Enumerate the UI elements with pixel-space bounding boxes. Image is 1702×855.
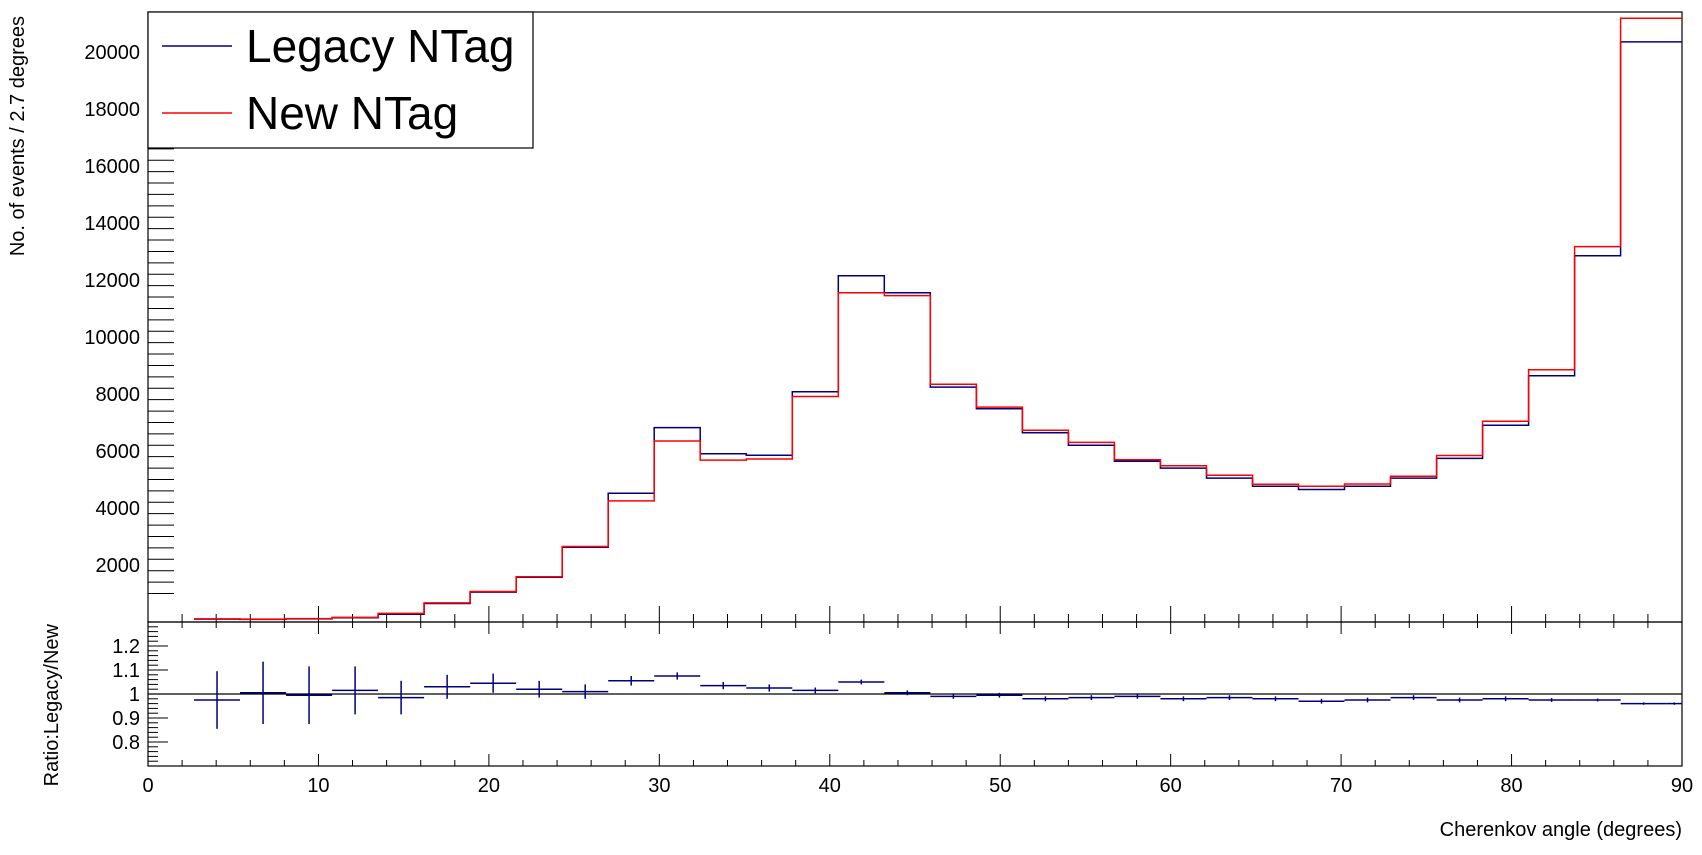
ratio-point bbox=[1574, 698, 1621, 702]
x-tick-label: 30 bbox=[648, 775, 670, 797]
ratio-point bbox=[1068, 695, 1115, 700]
top-y-tick-label: 12000 bbox=[84, 270, 140, 292]
ratio-point bbox=[1114, 694, 1161, 699]
ratio-point bbox=[1298, 698, 1345, 704]
top-y-tick-label: 14000 bbox=[84, 213, 140, 235]
ratio-point bbox=[1436, 697, 1483, 703]
top-y-tick-label: 18000 bbox=[84, 99, 140, 121]
ratio-point bbox=[1252, 696, 1299, 702]
ratio-point bbox=[378, 680, 425, 715]
bottom-y-axis-title: Ratio:Legacy/New bbox=[41, 623, 63, 786]
ratio-point bbox=[286, 666, 333, 724]
ratio-point bbox=[1344, 697, 1391, 703]
ratio-points bbox=[194, 661, 1682, 729]
top-x-ticks bbox=[147, 606, 1683, 622]
top-y-tick-label: 20000 bbox=[84, 42, 140, 64]
ratio-point bbox=[562, 684, 609, 699]
legend: Legacy NTag New NTag bbox=[147, 11, 534, 149]
legend-label-new-ntag: New NTag bbox=[246, 87, 458, 139]
bottom-panel: 0.80.911.11.2 0 10 20 30 40 50 60 70 80 90 Ratio:… bbox=[41, 621, 1693, 841]
top-y-tick-label: 10000 bbox=[84, 327, 140, 349]
ratio-point bbox=[516, 680, 563, 698]
top-y-axis-title: No. of events / 2.7 degrees bbox=[7, 16, 29, 256]
bottom-y-tick-label: 1.1 bbox=[112, 660, 140, 682]
ratio-point bbox=[240, 661, 287, 724]
x-tick-label: 60 bbox=[1160, 775, 1182, 797]
top-series bbox=[194, 17, 1682, 621]
ratio-point bbox=[1528, 698, 1575, 702]
ratio-point bbox=[654, 672, 701, 680]
legend-box bbox=[147, 11, 534, 149]
top-y-tick-label: 8000 bbox=[96, 384, 141, 406]
ratio-point bbox=[1022, 696, 1069, 702]
ratio-point bbox=[976, 692, 1023, 698]
ratio-point bbox=[424, 674, 471, 699]
x-tick-label: 10 bbox=[307, 775, 329, 797]
ratio-point bbox=[838, 679, 885, 685]
bottom-x-ticks: 0 10 20 30 40 50 60 70 80 90 bbox=[142, 622, 1693, 797]
bottom-y-tick-label: 0.9 bbox=[112, 708, 140, 730]
ratio-point bbox=[792, 687, 839, 694]
ratio-point bbox=[700, 682, 747, 690]
bottom-y-tick-label: 0.8 bbox=[112, 732, 140, 754]
top-y-tick-label: 4000 bbox=[96, 498, 141, 520]
ratio-point bbox=[746, 684, 793, 692]
ratio-point bbox=[1206, 695, 1253, 700]
ratio-point bbox=[470, 673, 517, 693]
ratio-point bbox=[194, 671, 241, 729]
ratio-point bbox=[608, 676, 655, 686]
bottom-y-tick-label: 1 bbox=[129, 684, 140, 706]
ratio-point bbox=[1620, 702, 1667, 705]
ratio-point bbox=[1390, 695, 1437, 700]
top-y-tick-label: 6000 bbox=[96, 441, 141, 463]
x-tick-label: 70 bbox=[1330, 775, 1352, 797]
ratio-point bbox=[1482, 696, 1529, 702]
top-y-ticks: 2000 4000 6000 8000 10000 12000 14000 16000 1800… bbox=[84, 22, 174, 594]
x-tick-label: 50 bbox=[989, 775, 1011, 797]
x-tick-label: 0 bbox=[142, 775, 153, 797]
ratio-point bbox=[332, 666, 379, 715]
bottom-y-ticks: 0.80.911.11.2 bbox=[112, 626, 168, 762]
ratio-point bbox=[930, 694, 977, 699]
x-axis-title: Cherenkov angle (degrees) bbox=[1440, 819, 1682, 841]
bottom-y-tick-label: 1.2 bbox=[112, 636, 140, 658]
legend-label-legacy-ntag: Legacy NTag bbox=[246, 20, 515, 72]
x-tick-label: 20 bbox=[478, 775, 500, 797]
histogram-new-ntag bbox=[194, 17, 1682, 620]
ratio-point bbox=[1160, 696, 1207, 702]
x-tick-label: 90 bbox=[1671, 775, 1693, 797]
ratio-point bbox=[884, 690, 931, 696]
x-tick-label: 80 bbox=[1500, 775, 1522, 797]
x-tick-label: 40 bbox=[819, 775, 841, 797]
top-y-tick-label: 2000 bbox=[96, 555, 141, 577]
ratio-point bbox=[1666, 702, 1682, 705]
top-y-tick-label: 16000 bbox=[84, 156, 140, 178]
